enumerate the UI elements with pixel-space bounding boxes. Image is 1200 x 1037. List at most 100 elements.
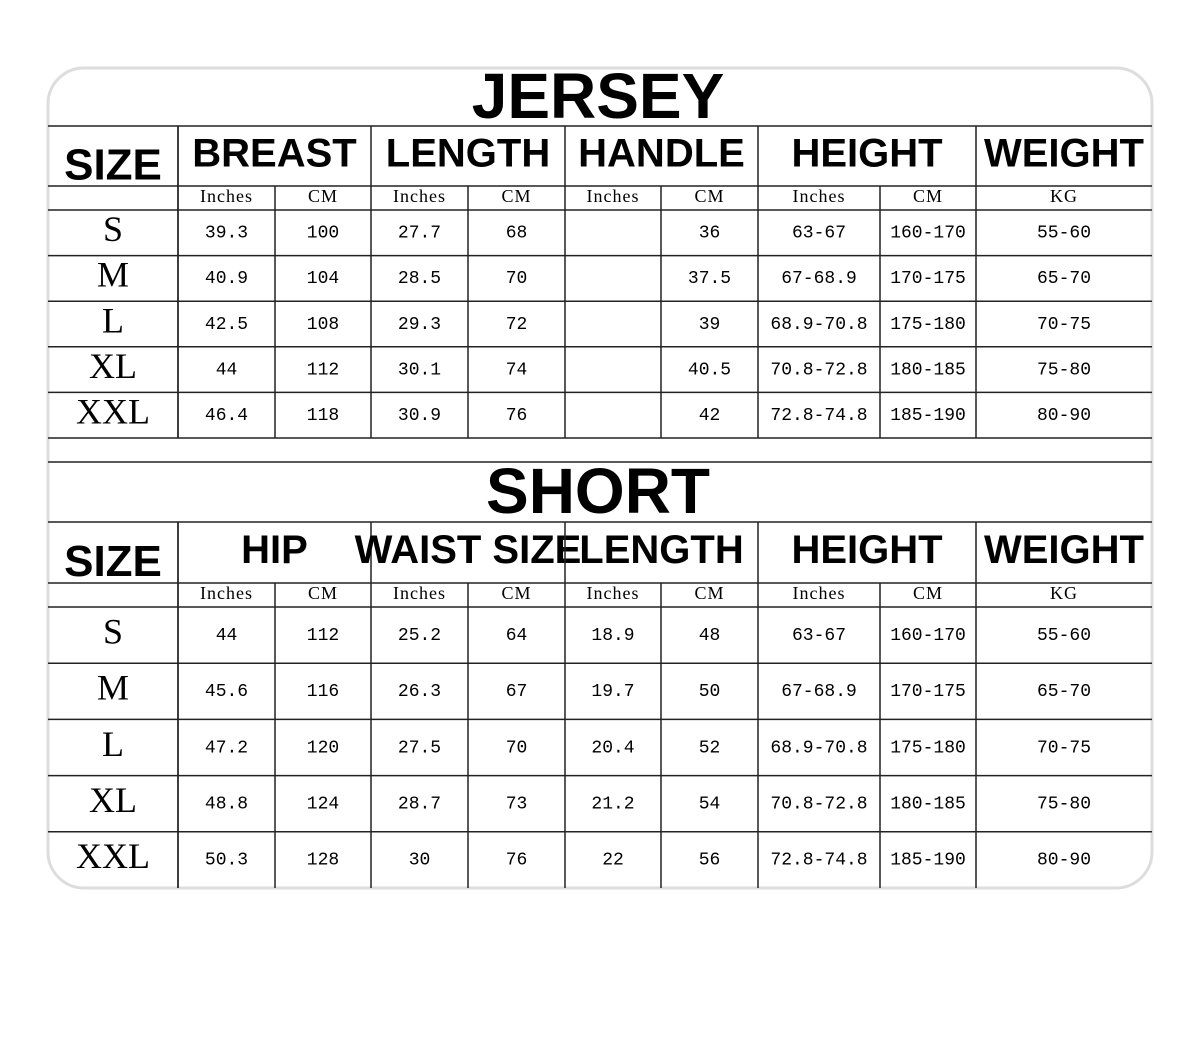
cell: 185-190 bbox=[890, 406, 966, 426]
cell: 56 bbox=[699, 851, 721, 871]
cell: 76 bbox=[506, 406, 528, 426]
cell: 170-175 bbox=[890, 682, 966, 702]
cell: 28.7 bbox=[398, 794, 441, 814]
subheader: CM bbox=[694, 186, 724, 206]
cell: 30 bbox=[409, 851, 431, 871]
group-header: WEIGHT bbox=[984, 528, 1144, 572]
cell: 30.9 bbox=[398, 406, 441, 426]
cell: 124 bbox=[307, 794, 339, 814]
cell: 160-170 bbox=[890, 224, 966, 244]
cell: 76 bbox=[506, 851, 528, 871]
size-label: S bbox=[103, 209, 123, 249]
subheader: Inches bbox=[393, 583, 446, 603]
cell: 48.8 bbox=[205, 794, 248, 814]
cell: 26.3 bbox=[398, 682, 441, 702]
size-header: SIZE bbox=[64, 537, 162, 586]
cell: 170-175 bbox=[890, 269, 966, 289]
cell: 100 bbox=[307, 224, 339, 244]
cell: 72 bbox=[506, 315, 528, 335]
cell: 63-67 bbox=[792, 224, 846, 244]
subheader: CM bbox=[694, 583, 724, 603]
subheader: CM bbox=[308, 186, 338, 206]
cell: 25.2 bbox=[398, 626, 441, 646]
size-label: XL bbox=[89, 346, 137, 386]
group-header: BREAST bbox=[192, 132, 356, 176]
cell: 65-70 bbox=[1037, 269, 1091, 289]
subheader: KG bbox=[1050, 186, 1078, 206]
cell: 21.2 bbox=[591, 794, 634, 814]
subheader: Inches bbox=[200, 186, 253, 206]
cell: 118 bbox=[307, 406, 339, 426]
cell: 27.5 bbox=[398, 738, 441, 758]
cell: 42.5 bbox=[205, 315, 248, 335]
group-header: HIP bbox=[241, 528, 308, 572]
cell: 70 bbox=[506, 738, 528, 758]
subheader: CM bbox=[308, 583, 338, 603]
size-label: L bbox=[102, 724, 124, 764]
cell: 68 bbox=[506, 224, 528, 244]
cell: 42 bbox=[699, 406, 721, 426]
cell: 36 bbox=[699, 224, 721, 244]
size-label: XL bbox=[89, 780, 137, 820]
cell: 67-68.9 bbox=[781, 682, 857, 702]
cell: 104 bbox=[307, 269, 339, 289]
cell: 55-60 bbox=[1037, 626, 1091, 646]
cell: 180-185 bbox=[890, 794, 966, 814]
cell: 68.9-70.8 bbox=[770, 738, 867, 758]
cell: 70.8-72.8 bbox=[770, 360, 867, 380]
cell: 20.4 bbox=[591, 738, 634, 758]
cell: 116 bbox=[307, 682, 339, 702]
cell: 44 bbox=[216, 626, 238, 646]
subheader: CM bbox=[913, 186, 943, 206]
size-label: M bbox=[97, 668, 129, 708]
cell: 70 bbox=[506, 269, 528, 289]
cell: 72.8-74.8 bbox=[770, 406, 867, 426]
cell: 185-190 bbox=[890, 851, 966, 871]
cell: 40.9 bbox=[205, 269, 248, 289]
size-label: L bbox=[102, 300, 124, 340]
subheader: CM bbox=[501, 583, 531, 603]
subheader: KG bbox=[1050, 583, 1078, 603]
group-header: HEIGHT bbox=[791, 132, 942, 176]
cell: 44 bbox=[216, 360, 238, 380]
table-title: SHORT bbox=[486, 455, 710, 527]
size-label: S bbox=[103, 611, 123, 651]
cell: 70-75 bbox=[1037, 738, 1091, 758]
cell: 108 bbox=[307, 315, 339, 335]
group-header: HEIGHT bbox=[791, 528, 942, 572]
cell: 72.8-74.8 bbox=[770, 851, 867, 871]
subheader: CM bbox=[501, 186, 531, 206]
group-header: WAIST SIZE bbox=[355, 528, 582, 572]
cell: 50 bbox=[699, 682, 721, 702]
subheader: Inches bbox=[793, 186, 846, 206]
size-label: XXL bbox=[76, 391, 150, 431]
size-label: XXL bbox=[76, 836, 150, 876]
subheader: Inches bbox=[587, 583, 640, 603]
size-label: M bbox=[97, 255, 129, 295]
subheader: Inches bbox=[793, 583, 846, 603]
subheader: Inches bbox=[393, 186, 446, 206]
cell: 175-180 bbox=[890, 315, 966, 335]
subheader: Inches bbox=[200, 583, 253, 603]
group-header: WEIGHT bbox=[984, 132, 1144, 176]
cell: 80-90 bbox=[1037, 406, 1091, 426]
cell: 45.6 bbox=[205, 682, 248, 702]
cell: 73 bbox=[506, 794, 528, 814]
cell: 70-75 bbox=[1037, 315, 1091, 335]
cell: 39.3 bbox=[205, 224, 248, 244]
cell: 40.5 bbox=[688, 360, 731, 380]
cell: 175-180 bbox=[890, 738, 966, 758]
size-header: SIZE bbox=[64, 141, 162, 190]
cell: 120 bbox=[307, 738, 339, 758]
cell: 54 bbox=[699, 794, 721, 814]
table-title: JERSEY bbox=[472, 60, 725, 132]
subheader: CM bbox=[913, 583, 943, 603]
cell: 67-68.9 bbox=[781, 269, 857, 289]
cell: 80-90 bbox=[1037, 851, 1091, 871]
cell: 65-70 bbox=[1037, 682, 1091, 702]
group-header: HANDLE bbox=[578, 132, 745, 176]
cell: 74 bbox=[506, 360, 528, 380]
cell: 50.3 bbox=[205, 851, 248, 871]
cell: 160-170 bbox=[890, 626, 966, 646]
